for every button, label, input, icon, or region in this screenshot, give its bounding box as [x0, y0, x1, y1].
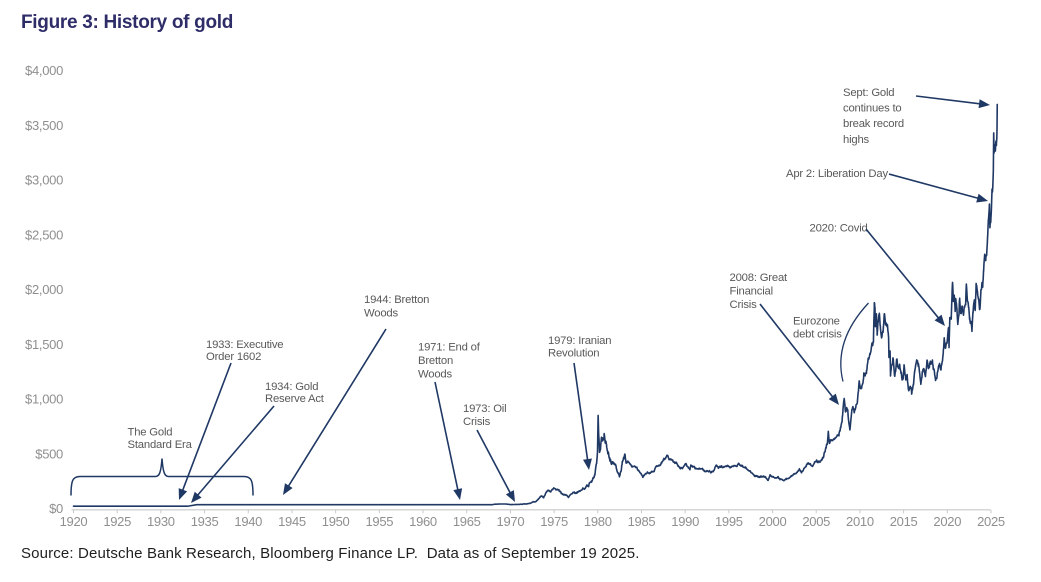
- annotation-text-event-1979-iranian-revolution: 1979: Iranian Revolution: [548, 335, 611, 359]
- annotation-arrow-head-event-1971-end-bretton-woods: [453, 488, 463, 500]
- x-tick-label-1995: 1995: [715, 514, 743, 529]
- annotation-arrow-line-event-1933-executive-order: [180, 362, 232, 495]
- annotation-arrow-head-event-sept-record-highs: [978, 99, 990, 109]
- x-tick-label-1990: 1990: [671, 514, 699, 529]
- x-tick-label-2020: 2020: [933, 514, 961, 529]
- x-tick-label-1925: 1925: [103, 514, 131, 529]
- annotation-text-event-apr-2-liberation-day: Apr 2: Liberation Day: [786, 168, 888, 180]
- annotation-text-event-eurozone-debt-crisis: Eurozone debt crisis: [793, 316, 842, 341]
- annotation-text-event-1933-executive-order: 1933: Executive Order 1602: [206, 339, 283, 363]
- x-tick-label-1975: 1975: [540, 514, 568, 529]
- annotation-text-event-1973-oil-crisis: 1973: Oil Crisis: [463, 403, 506, 428]
- y-tick-label-3500: $3,500: [25, 118, 63, 133]
- y-tick-label-2000: $2,000: [25, 282, 63, 297]
- annotation-arrow-head-event-2008-great-financial-crisis: [828, 393, 839, 405]
- annotation-arrow-line-event-1979-iranian-revolution: [573, 362, 589, 465]
- annotation-arrow-line-event-2008-great-financial-crisis: [759, 303, 836, 401]
- y-tick-label-4000: $4,000: [25, 63, 63, 78]
- x-tick-label-2005: 2005: [802, 514, 830, 529]
- annotation-arrow-head-event-1973-oil-crisis: [505, 490, 515, 502]
- x-tick-label-2000: 2000: [759, 514, 787, 529]
- x-tick-label-1970: 1970: [497, 514, 525, 529]
- y-tick-label-1000: $1,000: [25, 392, 63, 407]
- y-tick-label-3000: $3,000: [25, 173, 63, 188]
- x-tick-label-1920: 1920: [60, 514, 88, 529]
- x-tick-label-1980: 1980: [584, 514, 612, 529]
- x-tick-label-1950: 1950: [322, 514, 350, 529]
- x-tick-label-1930: 1930: [147, 514, 175, 529]
- x-tick-label-1985: 1985: [628, 514, 656, 529]
- annotation-arrow-head-event-1934-gold-reserve-act: [191, 491, 202, 503]
- x-tick-label-1945: 1945: [278, 514, 306, 529]
- annotation-arrow-line-event-1971-end-bretton-woods: [434, 381, 460, 495]
- annotation-curve-event-eurozone-debt-crisis: [840, 302, 869, 382]
- x-tick-label-1935: 1935: [191, 514, 219, 529]
- x-tick-label-2015: 2015: [890, 514, 918, 529]
- source-note: Source: Deutsche Bank Research, Bloomber…: [21, 545, 640, 562]
- x-tick-label-1965: 1965: [453, 514, 481, 529]
- annotation-text-event-2020-covid: 2020: Covid: [810, 223, 868, 235]
- annotation-text-event-2008-great-financial-crisis: 2008: Great Financial Crisis: [730, 272, 789, 311]
- annotation-text-gold-standard-era: The Gold Standard Era: [128, 427, 193, 451]
- y-tick-label-0: $0: [49, 501, 63, 516]
- y-tick-label-2500: $2,500: [25, 227, 63, 242]
- annotation-arrow-line-event-1973-oil-crisis: [476, 429, 513, 498]
- annotation-arrow-head-event-1944-bretton-woods: [283, 483, 293, 495]
- x-tick-label-1955: 1955: [365, 514, 393, 529]
- y-tick-label-1500: $1,500: [25, 337, 63, 352]
- annotation-text-event-1971-end-bretton-woods: 1971: End of Bretton Woods: [418, 342, 481, 381]
- annotation-arrow-line-event-1944-bretton-woods: [285, 328, 387, 491]
- gold-standard-era-brace: [70, 458, 254, 496]
- x-tick-label-1960: 1960: [409, 514, 437, 529]
- x-tick-label-1940: 1940: [234, 514, 262, 529]
- x-tick-label-2025: 2025: [977, 514, 1005, 529]
- annotation-arrow-line-event-1934-gold-reserve-act: [194, 405, 275, 499]
- figure-title: Figure 3: History of gold: [21, 12, 234, 33]
- price-line: [72, 103, 999, 508]
- annotation-arrow-line-event-sept-record-highs: [915, 95, 985, 106]
- x-tick-label-2010: 2010: [846, 514, 874, 529]
- annotation-arrow-head-event-1979-iranian-revolution: [583, 458, 592, 470]
- annotation-text-event-sept-record-highs: Sept: Gold continues to break record highs: [843, 87, 904, 146]
- annotation-text-event-1934-gold-reserve-act: 1934: Gold Reserve Act: [265, 381, 325, 405]
- annotation-arrow-line-event-2020-covid: [865, 228, 942, 322]
- annotation-arrow-head-event-apr-2-liberation-day: [976, 193, 988, 203]
- annotation-arrow-line-event-apr-2-liberation-day: [888, 173, 983, 201]
- annotation-arrow-head-event-1933-executive-order: [178, 488, 188, 500]
- annotation-text-event-1944-bretton-woods: 1944: Bretton Woods: [364, 294, 429, 319]
- y-tick-label-500: $500: [35, 446, 63, 461]
- annotation-arrow-head-event-2020-covid: [934, 314, 945, 326]
